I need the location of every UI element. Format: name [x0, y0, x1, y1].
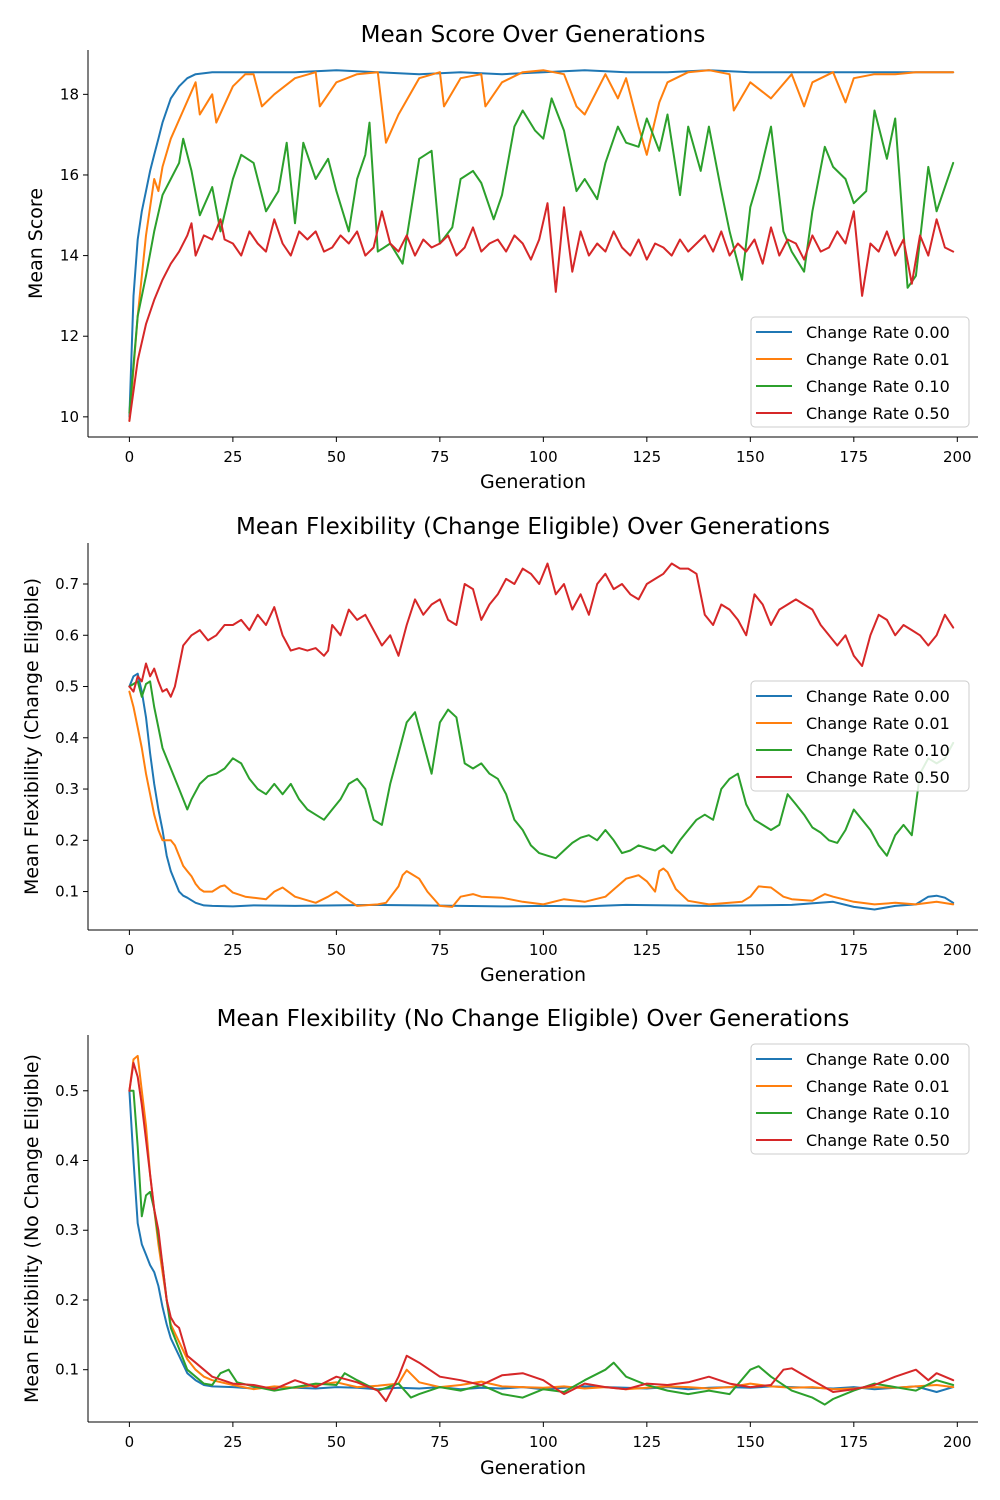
legend-label: Change Rate 0.50 [806, 1131, 950, 1150]
series-group [128, 562, 955, 911]
y-tick-label: 0.1 [55, 883, 79, 901]
legend-label: Change Rate 0.10 [806, 377, 950, 396]
x-tick-label: 0 [125, 1433, 135, 1451]
legend-box [750, 680, 970, 792]
y-tick-label: 18 [60, 85, 79, 103]
x-tick-label: 150 [736, 448, 765, 466]
y-tick-label: 0.6 [55, 626, 79, 644]
y-tick-label: 12 [60, 327, 79, 345]
chart-panel-3: Mean Flexibility (No Change Eligible) Ov… [21, 1006, 978, 1479]
legend: Change Rate 0.00 Change Rate 0.01 Change R… [750, 680, 970, 792]
x-tick-label: 125 [633, 1433, 662, 1451]
x-axis-label: Generation [480, 964, 586, 986]
legend-label: Change Rate 0.50 [806, 404, 950, 423]
x-tick-label: 200 [943, 448, 972, 466]
legend-label: Change Rate 0.00 [806, 687, 950, 706]
y-tick-label: 16 [60, 166, 79, 184]
y-tick-label: 0.5 [55, 678, 79, 696]
series-group [128, 1054, 955, 1406]
series-line-3 [128, 1061, 955, 1403]
y-tick-label: 0.3 [55, 1221, 79, 1239]
x-tick-label: 100 [529, 1433, 558, 1451]
x-tick-label: 100 [529, 448, 558, 466]
y-tick-label: 0.7 [55, 575, 79, 593]
y-axis-label: Mean Flexibility (Change Eligible) [21, 578, 43, 895]
x-tick-label: 50 [327, 941, 346, 959]
x-tick-label: 150 [736, 1433, 765, 1451]
x-tick-label: 125 [633, 941, 662, 959]
y-tick-label: 14 [60, 247, 79, 265]
series-line-0 [128, 672, 955, 911]
x-tick-label: 0 [125, 941, 135, 959]
y-tick-label: 0.1 [55, 1361, 79, 1379]
chart-title: Mean Score Over Generations [361, 22, 706, 48]
x-axis-label: Generation [480, 1457, 586, 1479]
x-tick-label: 125 [633, 448, 662, 466]
x-axis-label: Generation [480, 471, 586, 493]
x-tick-label: 175 [839, 941, 868, 959]
x-tick-label: 0 [125, 448, 135, 466]
series-line-3 [128, 562, 955, 698]
legend-box [750, 316, 970, 428]
x-tick-label: 25 [223, 448, 242, 466]
x-tick-label: 25 [223, 941, 242, 959]
legend: Change Rate 0.00 Change Rate 0.01 Change R… [750, 1043, 970, 1155]
chart-panel-1: Mean Score Over Generations 0 25 50 75 100 125… [25, 22, 978, 493]
x-tick-label: 75 [430, 448, 449, 466]
x-tick-label: 75 [430, 1433, 449, 1451]
series-line-0 [128, 69, 955, 418]
y-tick-label: 0.2 [55, 1291, 79, 1309]
x-tick-label: 25 [223, 1433, 242, 1451]
x-tick-label: 200 [943, 1433, 972, 1451]
y-tick-label: 0.2 [55, 831, 79, 849]
chart-panel-2: Mean Flexibility (Change Eligible) Over … [21, 514, 978, 986]
x-tick-label: 50 [327, 1433, 346, 1451]
y-tick-label: 0.4 [55, 1152, 79, 1170]
x-tick-label: 175 [839, 448, 868, 466]
chart-title: Mean Flexibility (No Change Eligible) Ov… [217, 1006, 850, 1032]
legend-label: Change Rate 0.10 [806, 1104, 950, 1123]
legend-label: Change Rate 0.10 [806, 741, 950, 760]
x-tick-label: 50 [327, 448, 346, 466]
y-tick-label: 0.5 [55, 1082, 79, 1100]
legend: Change Rate 0.00 Change Rate 0.01 Change R… [750, 316, 970, 428]
legend-box [750, 1043, 970, 1155]
x-tick-label: 150 [736, 941, 765, 959]
series-line-2 [128, 680, 955, 860]
x-tick-label: 175 [839, 1433, 868, 1451]
series-line-2 [128, 1089, 955, 1406]
legend-label: Change Rate 0.01 [806, 350, 950, 369]
series-line-3 [128, 202, 955, 422]
legend-label: Change Rate 0.01 [806, 1077, 950, 1096]
legend-label: Change Rate 0.01 [806, 714, 950, 733]
series-group [128, 69, 955, 422]
y-tick-label: 0.4 [55, 729, 79, 747]
y-axis-label: Mean Score [25, 188, 47, 299]
y-tick-label: 10 [60, 408, 79, 426]
y-axis-label: Mean Flexibility (No Change Eligible) [21, 1054, 43, 1403]
chart-title: Mean Flexibility (Change Eligible) Over … [236, 514, 830, 540]
series-line-1 [128, 690, 955, 908]
x-tick-label: 100 [529, 941, 558, 959]
x-tick-label: 200 [943, 941, 972, 959]
legend-label: Change Rate 0.00 [806, 1050, 950, 1069]
x-tick-label: 75 [430, 941, 449, 959]
y-tick-label: 0.3 [55, 780, 79, 798]
legend-label: Change Rate 0.50 [806, 768, 950, 787]
series-line-1 [128, 69, 955, 422]
legend-label: Change Rate 0.00 [806, 323, 950, 342]
